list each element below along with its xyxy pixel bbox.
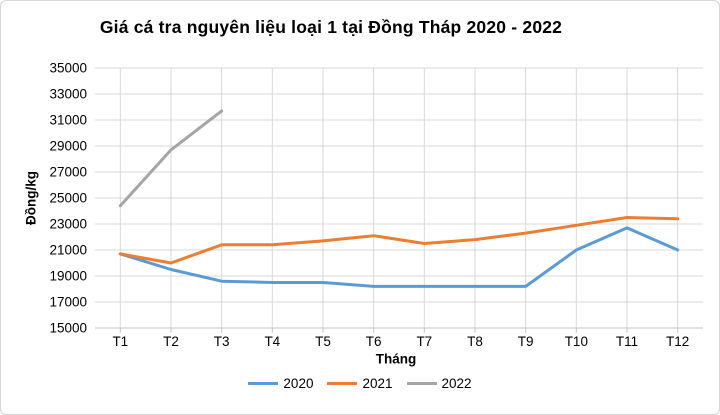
legend-label-2021: 2021 [362,376,393,391]
x-tick-label: T6 [366,334,382,349]
x-tick-label: T11 [616,334,638,349]
x-tick-label: T3 [214,334,230,349]
series-line-2022 [118,109,224,208]
x-axis-title: Tháng [375,351,417,367]
series-line-2021 [118,216,680,265]
y-tick-label: 19000 [49,269,87,284]
y-tick-label: 21000 [49,243,87,258]
series-line-2020 [118,226,680,288]
legend-label-2020: 2020 [283,376,314,391]
legend-label-2022: 2022 [441,376,472,391]
chart-title: Giá cá tra nguyên liệu loại 1 tại Đồng T… [99,17,563,37]
y-tick-label: 17000 [49,295,87,310]
y-tick-label: 27000 [49,165,87,180]
y-tick-label: 35000 [49,61,87,76]
y-tick-label: 23000 [49,217,87,232]
legend-item-2022: 2022 [406,376,472,391]
y-tick-label: 31000 [49,113,87,128]
y-axis-title: Đồng/kg [23,171,39,225]
x-tick-label: T4 [264,334,280,349]
x-tick-label: T1 [112,334,128,349]
x-tick-label: T9 [518,334,534,349]
x-tick-label: T12 [666,334,689,349]
x-tick-label: T8 [467,334,483,349]
legend-item-2020: 2020 [248,376,313,391]
x-tick-label: T10 [565,334,588,349]
y-tick-label: 29000 [49,139,87,154]
x-tick-label: T7 [416,334,432,349]
x-tick-label: T5 [315,334,331,349]
y-tick-label: 25000 [49,191,87,206]
legend-swatch-2022 [406,382,437,385]
legend: 2020 2021 2022 [1,376,719,391]
legend-item-2021: 2021 [327,376,393,391]
legend-swatch-2021 [327,382,358,385]
y-tick-label: 15000 [49,321,87,336]
x-tick-label: T2 [163,334,179,349]
legend-swatch-2020 [248,382,279,385]
y-tick-label: 33000 [49,87,87,102]
